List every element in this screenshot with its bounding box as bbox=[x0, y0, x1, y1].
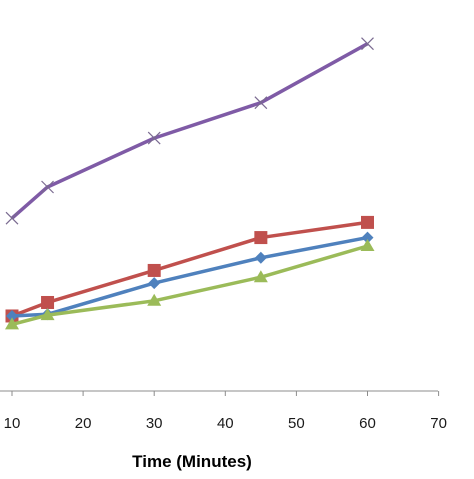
series-line bbox=[11, 235, 368, 318]
x-tick-label: 70 bbox=[430, 415, 447, 432]
series-layer bbox=[5, 37, 375, 330]
x-tick-label: 40 bbox=[217, 415, 234, 432]
series-line bbox=[10, 42, 369, 220]
x-tick-label: 10 bbox=[4, 415, 21, 432]
x-tick-label: 30 bbox=[146, 415, 163, 432]
series-line bbox=[11, 220, 368, 318]
series-1 bbox=[5, 37, 374, 225]
data-point bbox=[254, 251, 267, 264]
data-point bbox=[360, 239, 375, 252]
data-point bbox=[254, 231, 268, 245]
x-tick-label: 50 bbox=[288, 415, 305, 432]
x-axis-title: Time (Minutes) bbox=[132, 452, 252, 471]
data-point bbox=[361, 231, 374, 244]
data-point bbox=[361, 215, 374, 229]
data-point bbox=[40, 308, 55, 321]
x-tick-label: 60 bbox=[359, 415, 376, 432]
data-point bbox=[254, 96, 268, 110]
data-point bbox=[147, 293, 162, 306]
series-3 bbox=[6, 231, 374, 322]
series-2 bbox=[5, 215, 374, 323]
data-point bbox=[361, 37, 374, 51]
data-point bbox=[41, 295, 55, 309]
data-point bbox=[147, 263, 161, 277]
data-point bbox=[6, 309, 18, 322]
data-point bbox=[148, 277, 161, 290]
data-point bbox=[253, 270, 268, 283]
x-tick-label: 20 bbox=[75, 415, 92, 432]
x-tick-layer: 10 20 30 40 50 60 70 bbox=[4, 391, 447, 432]
data-point bbox=[41, 180, 54, 194]
series-4 bbox=[5, 239, 375, 330]
data-point bbox=[5, 211, 19, 225]
data-point bbox=[147, 131, 161, 145]
data-point bbox=[5, 317, 19, 330]
